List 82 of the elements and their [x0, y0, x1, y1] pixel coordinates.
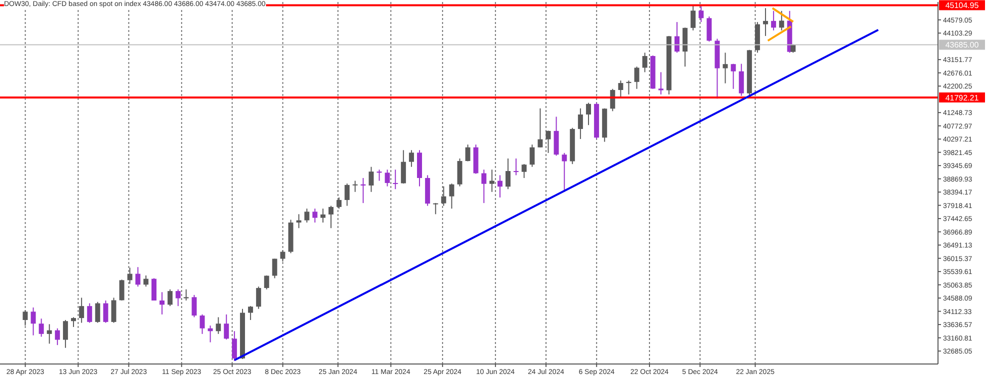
- candlestick: [465, 144, 470, 162]
- candlestick: [368, 166, 374, 192]
- candlestick: [54, 328, 60, 346]
- candlestick: [384, 169, 390, 187]
- candlestick: [248, 306, 254, 321]
- candlestick: [312, 208, 318, 224]
- candlestick: [626, 80, 632, 95]
- candlestick: [698, 6, 704, 23]
- candlestick: [522, 164, 527, 178]
- candlestick: [344, 183, 350, 206]
- candlestick: [216, 316, 221, 334]
- candlestick: [38, 318, 44, 338]
- candlestick: [457, 158, 462, 187]
- candlestick: [682, 27, 688, 68]
- candlestick: [722, 52, 728, 84]
- candlestick: [562, 152, 567, 192]
- candlestick: [779, 10, 784, 31]
- candlestick: [634, 66, 640, 90]
- candlestick: [578, 108, 583, 140]
- candlestick: [111, 297, 116, 324]
- candlestick: [224, 314, 229, 340]
- candlestick: [151, 278, 156, 302]
- candlestick: [506, 158, 511, 190]
- candlestick: [433, 202, 438, 215]
- candlestick: [400, 150, 406, 184]
- candlestick: [514, 158, 519, 176]
- candlestick: [232, 330, 237, 362]
- candlestick: [184, 288, 189, 302]
- candlestick: [530, 144, 535, 168]
- candlestick: [71, 316, 76, 328]
- ref-line-label: 45104.95: [945, 1, 980, 10]
- candlestick: [200, 314, 205, 334]
- candlestick: [264, 274, 270, 290]
- candlestick: [352, 180, 358, 192]
- candlestick: [408, 150, 414, 168]
- candlestick: [320, 208, 326, 224]
- candlestick: [730, 63, 736, 90]
- candlestick: [95, 301, 100, 324]
- candlestick: [763, 8, 768, 36]
- candlestick: [449, 183, 454, 210]
- candlestick: [328, 205, 334, 229]
- ref-line-label: 43685.00: [945, 40, 980, 50]
- candlestick: [176, 288, 181, 307]
- candlestick: [87, 302, 92, 324]
- candlestick: [160, 292, 165, 315]
- candlestick: [127, 267, 132, 284]
- candlestick: [441, 186, 446, 206]
- candlestick: [658, 72, 664, 95]
- candlestick: [46, 324, 52, 344]
- candlestick: [192, 294, 197, 318]
- candlestick: [538, 108, 543, 148]
- candlestick: [618, 80, 624, 98]
- candlestick: [392, 169, 398, 190]
- candlestick: [546, 130, 551, 154]
- candlestick: [642, 52, 648, 73]
- candlestick: [690, 4, 696, 31]
- candlestick: [481, 169, 486, 204]
- candlestick: [135, 266, 140, 288]
- ref-line-label: 41792.21: [945, 93, 980, 102]
- candlestick: [280, 250, 286, 262]
- candlestick: [376, 169, 382, 182]
- candlestick: [771, 10, 776, 31]
- candlestick: [168, 288, 173, 307]
- candlestick: [336, 196, 342, 210]
- candlestick: [304, 208, 310, 224]
- candlestick: [489, 169, 494, 192]
- candlestick: [497, 174, 502, 198]
- candlestick: [554, 116, 559, 156]
- candlestick: [586, 102, 591, 126]
- candlestick: [103, 300, 108, 324]
- candlestick: [30, 306, 36, 336]
- candlestick: [143, 274, 148, 288]
- candlestick: [674, 22, 680, 54]
- candlestick: [119, 279, 124, 302]
- candlestick: [256, 286, 262, 310]
- candlestick: [360, 177, 366, 204]
- candlestick: [738, 63, 744, 96]
- candlestick: [272, 258, 278, 279]
- candlestick: [62, 320, 68, 348]
- candlestick: [706, 16, 712, 42]
- candlestick: [22, 310, 28, 326]
- candlestick: [79, 297, 84, 324]
